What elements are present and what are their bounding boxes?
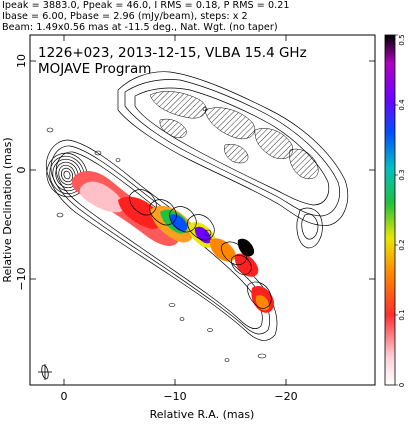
polarization-vectors-northeast (149, 91, 319, 179)
colorbar (384, 34, 396, 386)
y-tick-label-1: 0 (15, 167, 28, 174)
header-line-peak: Ipeak = 3883.0, Ppeak = 46.0, I RMS = 0.… (2, 0, 290, 11)
header-line-beam: Beam: 1.49x0.56 mas at -11.5 deg., Nat. … (2, 22, 278, 33)
colorbar-tick-0: 0 (398, 383, 406, 387)
y-axis-label: Relative Declination (mas) (1, 137, 14, 282)
radio-map (45, 71, 349, 362)
colorbar-tick-3: 0.3 (398, 169, 406, 180)
plot-title: 1226+023, 2013-12-15, VLBA 15.4 GHz (38, 45, 307, 61)
x-tick-label-1: −10 (163, 390, 186, 403)
plot-frame (29, 34, 376, 386)
contour-noise (46, 107, 267, 362)
contour-knots (129, 189, 272, 309)
axis-ticks (30, 35, 375, 385)
colorbar-tick-2: 0.2 (398, 239, 406, 250)
header-info: Ipeak = 3883.0, Ppeak = 46.0, I RMS = 0.… (2, 0, 407, 33)
x-tick-label-2: −20 (274, 390, 297, 403)
colorbar-ticks (395, 34, 398, 386)
polarization-colour-jet (71, 171, 275, 313)
colorbar-tick-1: 0.1 (398, 309, 406, 320)
y-tick-label-2: −10 (15, 267, 28, 290)
colorbar-tick-5: 0.5 (398, 34, 406, 45)
x-axis-label: Relative R.A. (mas) (150, 408, 255, 421)
header-line-base: Ibase = 6.00, Pbase = 2.96 (mJy/beam), s… (2, 11, 248, 22)
plot-subtitle: MOJAVE Program (38, 61, 151, 77)
y-tick-label-0: 10 (15, 54, 28, 68)
contour-core (46, 152, 88, 198)
x-tick-label-0: 0 (61, 390, 68, 403)
contour-northeast-region (117, 71, 349, 249)
colorbar-tick-4: 0.4 (398, 99, 406, 111)
beam-ellipse (38, 364, 52, 380)
